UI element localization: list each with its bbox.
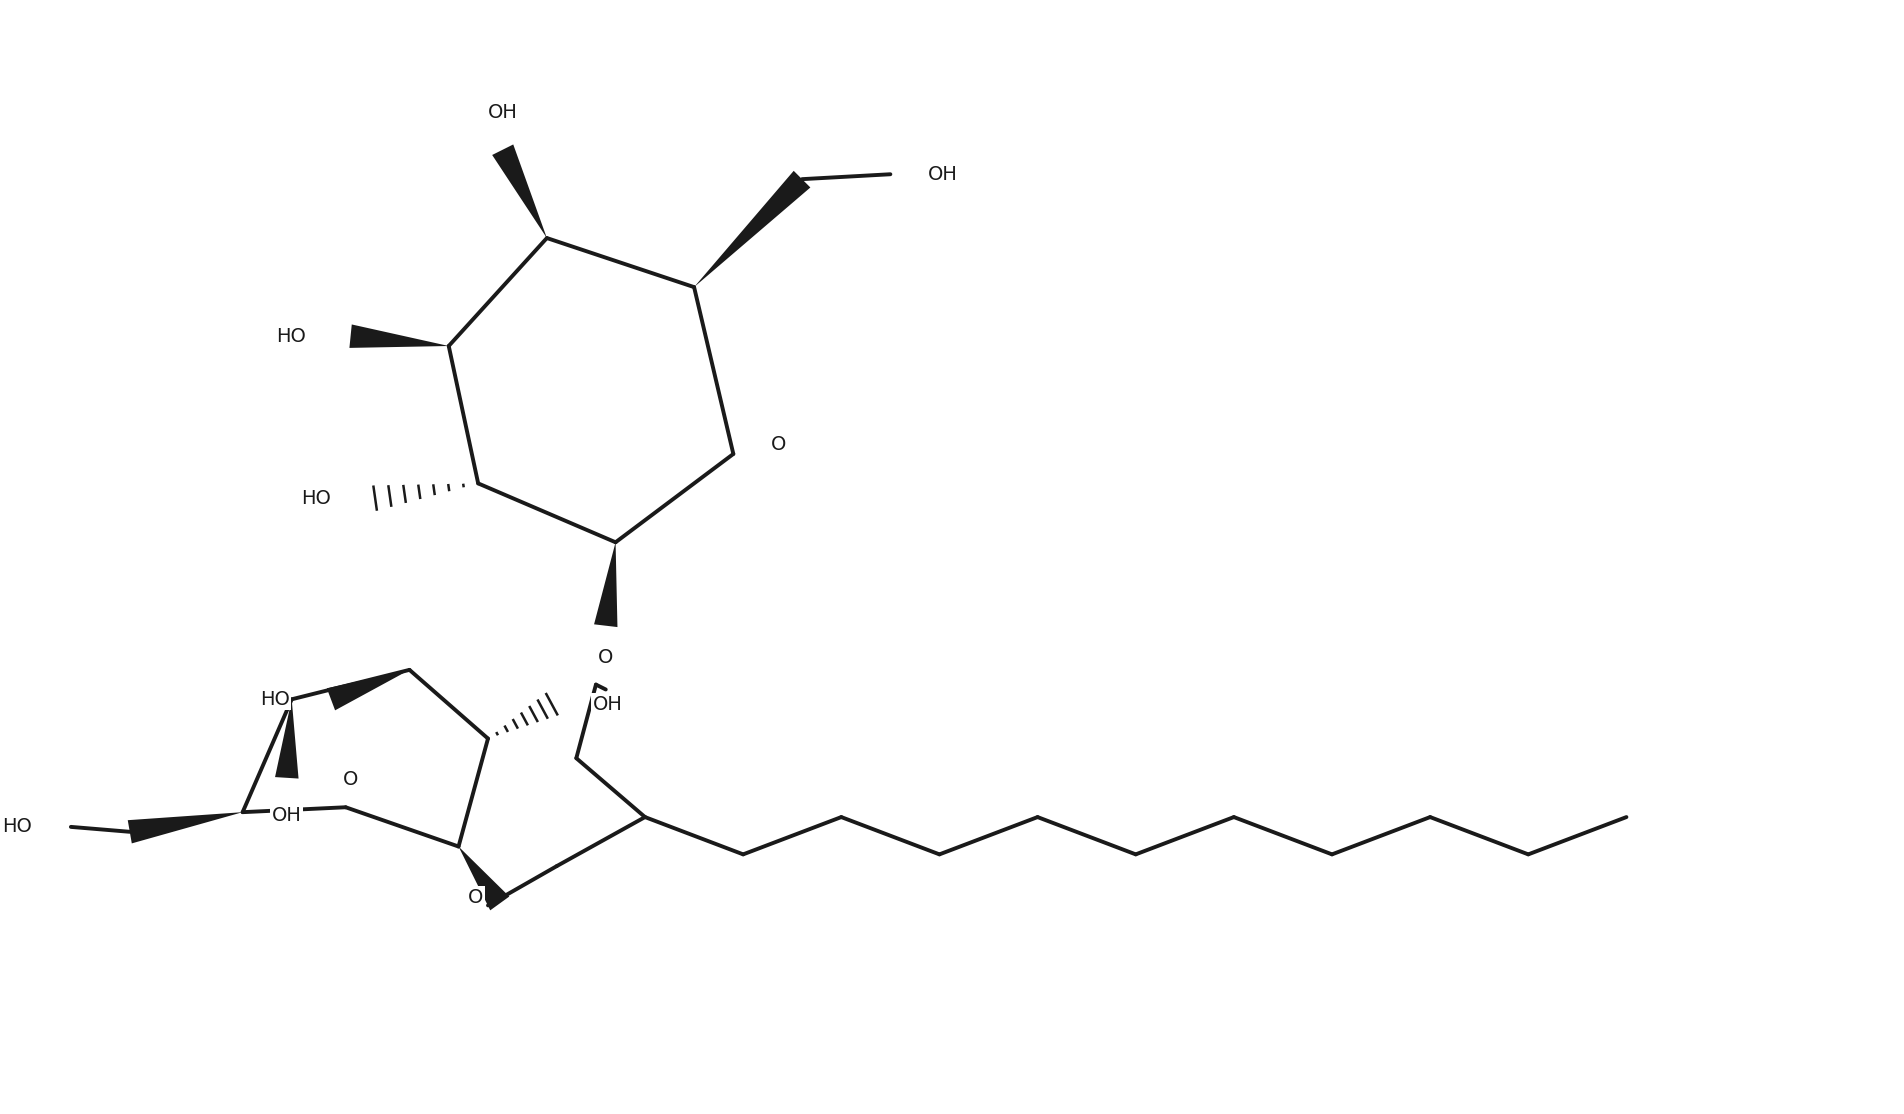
Text: OH: OH — [272, 805, 301, 824]
Polygon shape — [327, 670, 409, 711]
Text: HO: HO — [2, 818, 32, 837]
Text: HO: HO — [301, 489, 331, 508]
Polygon shape — [350, 324, 449, 348]
Polygon shape — [695, 170, 811, 287]
Polygon shape — [459, 847, 508, 910]
Text: O: O — [468, 888, 484, 907]
Text: O: O — [343, 770, 358, 790]
Polygon shape — [128, 812, 242, 843]
Text: HO: HO — [276, 326, 307, 345]
Text: HO: HO — [259, 690, 289, 709]
Polygon shape — [594, 543, 617, 627]
Text: OH: OH — [487, 102, 518, 121]
Text: OH: OH — [592, 695, 623, 714]
Polygon shape — [491, 145, 546, 238]
Text: O: O — [598, 647, 613, 666]
Text: OH: OH — [927, 165, 958, 184]
Polygon shape — [274, 700, 299, 779]
Text: O: O — [771, 434, 786, 453]
